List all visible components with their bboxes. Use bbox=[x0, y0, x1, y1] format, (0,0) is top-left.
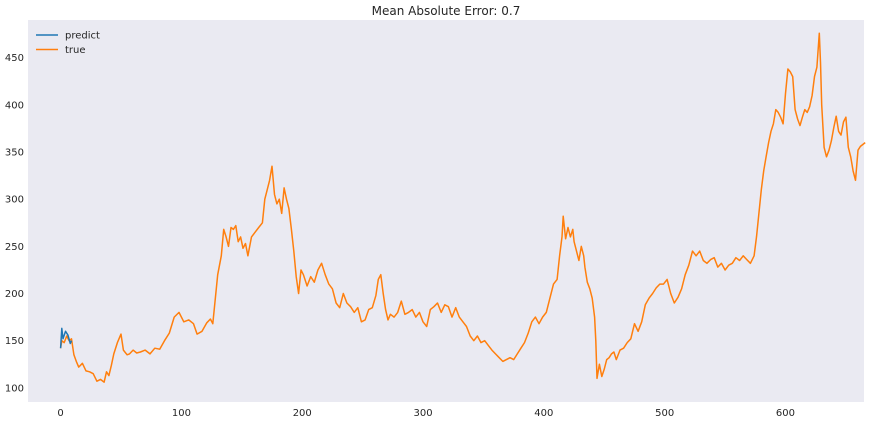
y-tick-label: 200 bbox=[5, 289, 24, 300]
legend-label-true: true bbox=[65, 45, 86, 56]
x-tick-label: 500 bbox=[655, 408, 674, 419]
y-tick-label: 450 bbox=[5, 53, 24, 64]
legend-label-predict: predict bbox=[65, 31, 100, 42]
x-tick-label: 200 bbox=[293, 408, 312, 419]
x-tick-label: 300 bbox=[413, 408, 432, 419]
x-tick-label: 600 bbox=[776, 408, 795, 419]
x-tick-label: 100 bbox=[172, 408, 191, 419]
y-tick-label: 300 bbox=[5, 195, 24, 206]
series-line-predict bbox=[59, 327, 73, 349]
x-axis: 0 100 200 300 400 500 600 bbox=[57, 408, 795, 419]
y-tick-label: 150 bbox=[5, 336, 24, 347]
y-tick-label: 400 bbox=[5, 100, 24, 111]
series-line-true bbox=[59, 32, 866, 383]
y-axis: 100 150 200 250 300 350 400 450 bbox=[5, 53, 24, 394]
plot-area bbox=[28, 20, 864, 402]
y-tick-label: 100 bbox=[5, 383, 24, 394]
series-layer bbox=[59, 32, 866, 383]
x-tick-label: 0 bbox=[57, 408, 63, 419]
legend: predict true bbox=[36, 31, 100, 56]
y-tick-label: 350 bbox=[5, 148, 24, 159]
chart-title: Mean Absolute Error: 0.7 bbox=[372, 4, 521, 18]
x-tick-label: 400 bbox=[534, 408, 553, 419]
y-tick-label: 250 bbox=[5, 242, 24, 253]
